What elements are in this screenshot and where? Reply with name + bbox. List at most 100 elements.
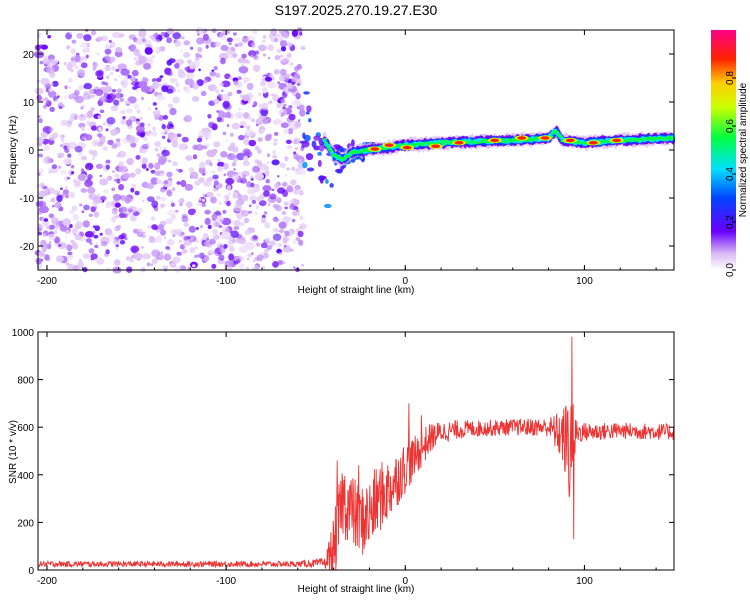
snr-frame bbox=[37, 331, 675, 571]
spectrogram-noise-blob bbox=[71, 171, 75, 175]
spectrogram-noise-blob bbox=[108, 233, 115, 239]
spectrogram-noise-blob bbox=[280, 40, 288, 48]
spectrogram-noise-blob bbox=[139, 122, 145, 127]
spectrogram-noise-blob bbox=[263, 165, 269, 171]
spectrogram-noise-blob bbox=[246, 35, 256, 43]
spectrogram-noise-blob bbox=[41, 248, 47, 253]
spectrogram-noise-blob bbox=[48, 213, 55, 219]
spectrogram-noise-blob bbox=[238, 263, 245, 270]
spectrogram-noise-blob bbox=[178, 143, 188, 151]
spectrogram-noise-blob bbox=[114, 259, 121, 266]
spectrogram-noise-blob bbox=[116, 88, 122, 93]
spectrogram-noise-blob bbox=[291, 166, 296, 171]
spectrogram-noise-blob bbox=[181, 249, 188, 254]
spectrogram-noise-blob bbox=[147, 225, 152, 229]
spectrogram-noise-blob bbox=[266, 245, 273, 250]
spectrogram-noise-blob bbox=[282, 237, 288, 244]
spectrogram-noise-blob bbox=[241, 53, 247, 59]
snr-panel: -200 -100 0 100 0 200 400 600 800 1000 Height of… bbox=[8, 328, 675, 595]
spectrogram-noise-blob bbox=[48, 241, 52, 244]
spectrogram-band-cell bbox=[632, 140, 637, 142]
spectrogram-transition-blob bbox=[306, 167, 315, 172]
spectrogram-noise-blob bbox=[104, 86, 113, 93]
spectrogram-noise-blob bbox=[119, 98, 125, 102]
spectrogram-noise-blob bbox=[234, 43, 239, 48]
spectrogram-noise-blob bbox=[261, 39, 266, 43]
spectrogram-noise-blob bbox=[295, 122, 299, 126]
spectrogram-noise-blob bbox=[233, 226, 240, 230]
spectrogram-band-cell bbox=[551, 131, 557, 134]
spectrogram-band-cell bbox=[649, 139, 654, 142]
spectrogram-noise-blob bbox=[109, 56, 116, 63]
spectrogram-noise-blob bbox=[106, 117, 116, 125]
spectrogram-noise-blob bbox=[299, 109, 306, 117]
spectrogram-transition-blob bbox=[302, 132, 306, 139]
spectrogram-noise-blob bbox=[151, 258, 158, 264]
spectrogram-noise-blob bbox=[127, 208, 133, 213]
spectrogram-x-tick-label: 0 bbox=[402, 276, 408, 287]
spectrogram-noise-blob bbox=[284, 244, 287, 248]
spectrogram-noise-blob bbox=[166, 189, 173, 197]
spectrogram-noise-blob bbox=[122, 172, 131, 179]
spectrogram-noise-blob bbox=[57, 242, 67, 250]
spectrogram-noise-blob bbox=[236, 89, 242, 94]
spectrogram-band-cell bbox=[329, 150, 334, 152]
spectrogram-noise-blob bbox=[226, 185, 232, 191]
spectrogram-noise-blob bbox=[167, 239, 175, 246]
spectrogram-noise-blob bbox=[163, 180, 169, 185]
spectrogram-band-cell bbox=[351, 152, 356, 155]
spectrogram-band-cell bbox=[326, 147, 332, 150]
spectrogram-noise-blob bbox=[208, 238, 216, 245]
spectrogram-noise-blob bbox=[183, 222, 190, 227]
spectrogram-noise-blob bbox=[44, 254, 50, 261]
spectrogram-noise-blob bbox=[293, 266, 296, 269]
spectrogram-noise-blob bbox=[114, 173, 120, 179]
spectrogram-noise-blob bbox=[298, 239, 304, 246]
spectrogram-noise-blob bbox=[219, 82, 224, 88]
spectrogram-noise-blob bbox=[282, 181, 288, 187]
spectrogram-noise-blob bbox=[40, 77, 50, 85]
spectrogram-noise-blob bbox=[155, 39, 160, 43]
spectrogram-noise-blob bbox=[40, 182, 45, 186]
spectrogram-noise-blob bbox=[109, 71, 114, 76]
spectrogram-noise-blob bbox=[63, 158, 73, 165]
spectrogram-noise-blob bbox=[212, 233, 217, 238]
spectrogram-noise-blob bbox=[185, 201, 193, 208]
spectrogram-noise-blob bbox=[175, 209, 179, 213]
spectrogram-y-tick-label: 20 bbox=[23, 50, 35, 61]
spectrogram-noise-blob bbox=[227, 240, 234, 248]
spectrogram-noise-blob bbox=[96, 257, 105, 265]
spectrogram-noise-blob bbox=[38, 205, 50, 214]
spectrogram-noise-blob bbox=[42, 126, 53, 134]
spectrogram-noise-blob bbox=[85, 162, 94, 171]
spectrogram-noise-blob bbox=[45, 28, 50, 34]
spectrogram-noise-blob bbox=[218, 256, 221, 260]
spectrogram-noise-blob bbox=[228, 253, 235, 261]
spectrogram-noise-blob bbox=[238, 113, 242, 117]
spectrogram-noise-blob bbox=[251, 252, 254, 255]
spectrogram-noise-blob bbox=[252, 64, 261, 73]
spectrogram-noise-blob bbox=[251, 200, 256, 204]
spectrogram-noise-blob bbox=[286, 82, 293, 89]
spectrogram-noise-blob bbox=[67, 251, 73, 256]
spectrogram-noise-blob bbox=[202, 233, 209, 241]
spectrogram-noise-blob bbox=[92, 230, 96, 234]
spectrogram-noise-blob bbox=[78, 84, 84, 91]
spectrogram-noise-blob bbox=[64, 85, 68, 90]
spectrogram-noise-blob bbox=[289, 199, 294, 204]
spectrogram-noise-blob bbox=[130, 254, 136, 259]
spectrogram-noise-blob bbox=[168, 134, 179, 142]
spectrogram-noise-blob bbox=[111, 187, 116, 192]
spectrogram-noise-blob bbox=[232, 219, 240, 227]
spectrogram-noise-blob bbox=[174, 40, 182, 47]
colorbar-tick-label: 0.0 bbox=[725, 263, 736, 277]
spectrogram-noise-blob bbox=[180, 179, 187, 188]
spectrogram-noise-blob bbox=[210, 221, 216, 227]
spectrogram-noise-blob bbox=[195, 56, 200, 62]
snr-x-tick-label: 0 bbox=[402, 576, 408, 587]
spectrogram-noise-blob bbox=[268, 56, 271, 60]
spectrogram-noise-blob bbox=[151, 55, 156, 59]
spectrogram-noise-blob bbox=[126, 119, 132, 127]
spectrogram-y-tick-label: -10 bbox=[20, 194, 35, 205]
spectrogram-noise-blob bbox=[278, 252, 283, 256]
